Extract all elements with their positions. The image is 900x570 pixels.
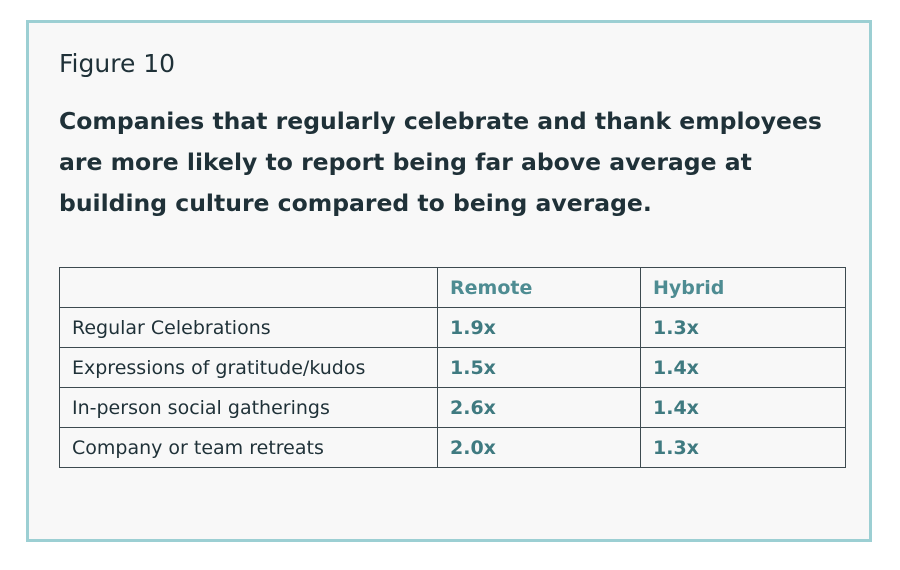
remote-value: 1.9x [437,307,641,348]
row-label: Expressions of gratitude/kudos [59,347,438,388]
hybrid-value: 1.4x [640,387,846,428]
figure-title: Companies that regularly celebrate and t… [59,107,822,217]
hybrid-value: 1.3x [640,427,846,468]
header-cell-hybrid: Hybrid [640,267,846,308]
figure-label: Figure 10 [59,49,176,78]
hybrid-value: 1.3x [640,307,846,348]
table-header-row: Remote Hybrid [59,267,846,308]
table-row: In-person social gatherings 2.6x 1.4x [59,387,846,428]
row-label: Regular Celebrations [59,307,438,348]
data-table: Remote Hybrid Regular Celebrations 1.9x … [59,267,846,468]
remote-value: 2.6x [437,387,641,428]
row-label: In-person social gatherings [59,387,438,428]
figure-card: Figure 10 Companies that regularly celeb… [26,20,872,542]
table-row: Expressions of gratitude/kudos 1.5x 1.4x [59,347,846,388]
hybrid-value: 1.4x [640,347,846,388]
header-cell-remote: Remote [437,267,641,308]
table-row: Regular Celebrations 1.9x 1.3x [59,307,846,348]
header-cell-empty [59,267,438,308]
remote-value: 1.5x [437,347,641,388]
row-label: Company or team retreats [59,427,438,468]
remote-value: 2.0x [437,427,641,468]
table-row: Company or team retreats 2.0x 1.3x [59,427,846,468]
